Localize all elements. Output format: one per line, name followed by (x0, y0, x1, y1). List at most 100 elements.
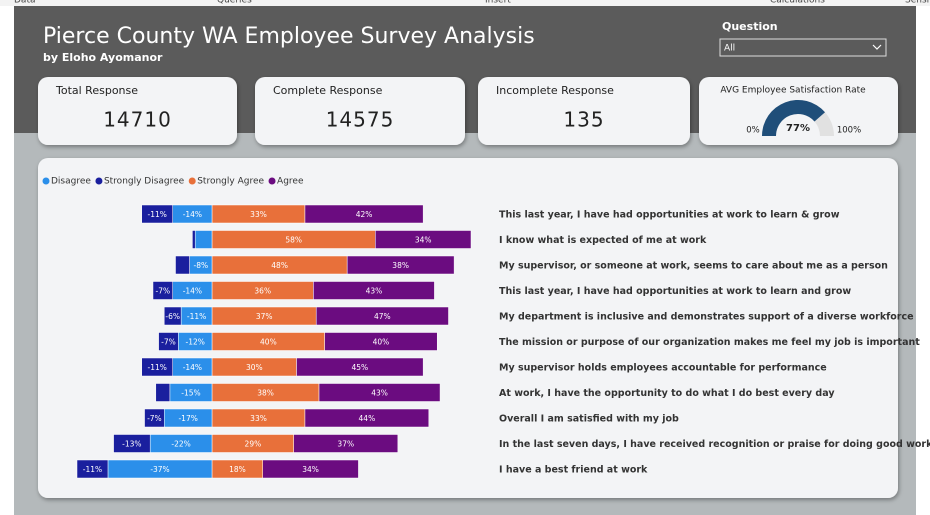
category-label: Overall I am satisfied with my job (499, 414, 679, 425)
data-label: 36% (254, 287, 271, 296)
bar-segment (315, 306, 449, 326)
data-label: -8% (194, 261, 209, 270)
dropdown-arrow[interactable] (872, 44, 882, 50)
data-label: 40% (373, 338, 390, 347)
ribbon (0, 0, 930, 6)
bar-segment (155, 383, 171, 402)
category-label: This last year, I have had opportunities… (499, 210, 840, 221)
bar-segment (163, 306, 182, 326)
bar-segment (304, 204, 424, 224)
legend-label: Strongly Agree (197, 177, 264, 187)
data-label: 38% (257, 389, 274, 398)
data-label: 45% (351, 363, 368, 372)
card-label: Incomplete Response (496, 84, 614, 97)
bar-segment (158, 332, 179, 351)
category-label: I have a best friend at work (499, 465, 648, 476)
data-label: 18% (229, 465, 246, 474)
data-label: -14% (183, 210, 202, 219)
ribbon-tab: Calculations (770, 0, 825, 6)
data-label: -11% (148, 210, 167, 219)
bar-segment (296, 357, 424, 377)
filter-label: Question (722, 20, 778, 33)
bar-segment (152, 281, 173, 300)
data-label: -37% (150, 465, 169, 474)
gauge-fill (762, 99, 826, 136)
category-label: This last year, I have had opportunities… (499, 286, 851, 297)
card-label: Total Response (55, 84, 138, 97)
data-label: 34% (302, 465, 319, 474)
bar-segment (144, 408, 165, 428)
data-label: 38% (392, 261, 409, 270)
category-label: I know what is expected of me at work (499, 235, 707, 246)
data-label: -11% (148, 363, 167, 372)
gauge-value: 77% (786, 123, 810, 134)
card-box (38, 77, 237, 145)
bar-segment (113, 434, 151, 453)
ribbon-tab: Data (14, 0, 36, 6)
gauge-title: AVG Employee Satisfaction Rate (720, 86, 866, 96)
data-label: -14% (183, 363, 202, 372)
data-label: 42% (356, 210, 373, 219)
card-label: Complete Response (273, 84, 383, 97)
category-label: The mission or purpose of our organizati… (499, 337, 920, 348)
legend-swatch (95, 177, 103, 185)
bar-segment (175, 255, 190, 275)
category-label: At work, I have the opportunity to do wh… (499, 388, 835, 399)
data-label: 37% (337, 440, 354, 449)
bar-segment (375, 230, 472, 249)
legend-label: Disagree (51, 177, 91, 187)
legend-label: Strongly Disagree (104, 177, 185, 187)
data-label: 30% (246, 363, 263, 372)
data-label: 33% (250, 210, 267, 219)
legend-swatch (268, 177, 276, 185)
dropdown-value[interactable]: All (724, 44, 735, 54)
category-label: In the last seven days, I have received … (499, 439, 930, 450)
bar-segment (262, 459, 359, 479)
bar-segment (194, 230, 213, 249)
data-label: 44% (359, 414, 376, 423)
data-label: 48% (271, 261, 288, 270)
data-label: -14% (183, 287, 202, 296)
bar-segment (192, 230, 196, 249)
bar-segment (76, 459, 109, 479)
category-label: My department is inclusive and demonstra… (499, 312, 914, 323)
bar-segment (141, 357, 173, 377)
bar-segment (293, 434, 399, 453)
ribbon-tab: Sensi (905, 0, 929, 6)
bar-segment (141, 204, 173, 224)
bar-segment (318, 383, 441, 402)
data-label: 33% (250, 414, 267, 423)
card-box (478, 77, 690, 145)
data-label: -7% (147, 414, 162, 423)
gauge-card: AVG Employee Satisfaction Rate 0% 100% 7… (699, 77, 898, 145)
data-label: -22% (171, 440, 190, 449)
legend-swatch (42, 177, 50, 185)
data-label: -7% (156, 287, 171, 296)
data-label: 43% (371, 389, 388, 398)
data-label: -6% (165, 312, 180, 321)
card-value: 14575 (326, 108, 395, 132)
data-label: -12% (186, 338, 205, 347)
data-label: -15% (181, 389, 200, 398)
bar-segment (324, 332, 438, 351)
data-label: 40% (260, 338, 277, 347)
gauge-max: 100% (837, 126, 861, 136)
data-label: 47% (374, 312, 391, 321)
title: Pierce County WA Employee Survey Analysi… (43, 24, 535, 49)
data-label: 37% (256, 312, 273, 321)
card-value: 14710 (103, 108, 172, 132)
data-label: 58% (285, 236, 302, 245)
data-label: -13% (122, 440, 141, 449)
ribbon-tab: Insert (485, 0, 511, 6)
card-box (255, 77, 465, 145)
bar-segment (313, 281, 435, 300)
data-label: -11% (187, 312, 206, 321)
filter-dropdown[interactable]: All (719, 38, 887, 57)
subtitle: by Eloho Ayomanor (43, 51, 163, 64)
dropdown-box[interactable] (719, 38, 887, 57)
legend-swatch (188, 177, 196, 185)
legend-label: Agree (277, 177, 304, 187)
ribbon-tab: Queries (217, 0, 252, 6)
